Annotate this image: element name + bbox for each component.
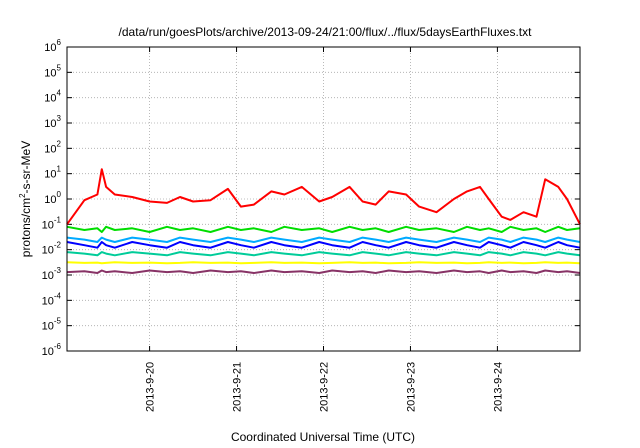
series-line-2 bbox=[66, 225, 581, 233]
y-axis-label-tail: -s-sr-MeV bbox=[19, 141, 33, 194]
y-tick-label: 10-5 bbox=[42, 317, 62, 333]
x-tick-label: 2013-9-22 bbox=[319, 362, 331, 412]
y-ticks: 10-610-510-410-310-210-11001011021031041… bbox=[42, 38, 580, 358]
y-tick-label-exp: -6 bbox=[54, 342, 62, 351]
series-line-3 bbox=[66, 236, 581, 243]
y-tick-label-base: 10 bbox=[44, 93, 56, 105]
y-tick-label: 104 bbox=[44, 89, 61, 105]
y-tick-label: 100 bbox=[44, 190, 61, 206]
y-tick-label: 10-3 bbox=[42, 266, 62, 282]
y-tick-label-base: 10 bbox=[42, 346, 54, 358]
y-tick-label-exp: -4 bbox=[54, 291, 62, 300]
y-tick-label-exp: -2 bbox=[54, 241, 62, 250]
series-line-4 bbox=[66, 241, 581, 249]
y-axis-label: protons/cm2-s-sr-MeV bbox=[18, 141, 33, 257]
y-tick-label-exp: 5 bbox=[57, 63, 62, 72]
plot-frame bbox=[66, 46, 581, 352]
y-tick-label-base: 10 bbox=[42, 295, 54, 307]
y-tick-label-base: 10 bbox=[44, 194, 56, 206]
x-tick-label: 2013-9-23 bbox=[405, 362, 417, 412]
series-lines bbox=[66, 168, 581, 274]
y-tick-label-exp: 0 bbox=[57, 190, 62, 199]
y-tick-label-base: 10 bbox=[44, 42, 56, 54]
y-tick-label-base: 10 bbox=[44, 143, 56, 155]
y-tick-label-base: 10 bbox=[44, 67, 56, 79]
y-tick-label-base: 10 bbox=[44, 169, 56, 181]
y-tick-label-exp: 1 bbox=[57, 165, 62, 174]
y-tick-label-exp: 3 bbox=[57, 114, 62, 123]
y-tick-label-base: 10 bbox=[42, 321, 54, 333]
chart-title: /data/run/goesPlots/archive/2013-09-24/2… bbox=[119, 25, 533, 39]
y-tick-label: 10-2 bbox=[42, 241, 62, 257]
x-tick-label: 2013-9-24 bbox=[492, 362, 504, 412]
y-axis-label-main: protons/cm bbox=[19, 198, 33, 257]
series-line-5 bbox=[66, 251, 581, 257]
y-tick-label-exp: -1 bbox=[54, 215, 62, 224]
series-line-1 bbox=[66, 168, 581, 225]
y-tick-label-exp: 4 bbox=[57, 89, 62, 98]
y-tick-label-base: 10 bbox=[42, 245, 54, 257]
y-tick-label: 10-4 bbox=[42, 291, 62, 307]
y-tick-label: 10-6 bbox=[42, 342, 62, 358]
y-tick-label: 102 bbox=[44, 139, 61, 155]
y-tick-label-exp: -5 bbox=[54, 317, 62, 326]
y-tick-label: 103 bbox=[44, 114, 61, 130]
x-axis-label: Coordinated Universal Time (UTC) bbox=[231, 430, 415, 444]
y-tick-label-base: 10 bbox=[42, 219, 54, 231]
series-line-6 bbox=[66, 261, 581, 265]
y-tick-label: 10-1 bbox=[42, 215, 62, 231]
y-axis-label-sup: 2 bbox=[18, 193, 27, 198]
x-tick-label: 2013-9-20 bbox=[145, 362, 157, 412]
x-ticks: 2013-9-20 2013-9-21 2013-9-22 2013-9-23 2013… bbox=[145, 47, 504, 412]
y-tick-label-exp: 6 bbox=[57, 38, 62, 47]
series-line-7 bbox=[66, 269, 581, 274]
y-tick-label-exp: -3 bbox=[54, 266, 62, 275]
y-tick-label-base: 10 bbox=[42, 270, 54, 282]
y-tick-label: 105 bbox=[44, 63, 61, 79]
x-tick-label: 2013-9-21 bbox=[232, 362, 244, 412]
y-tick-label: 101 bbox=[44, 165, 61, 181]
y-tick-label-exp: 2 bbox=[57, 139, 62, 148]
y-tick-label: 106 bbox=[44, 38, 61, 54]
y-tick-label-base: 10 bbox=[44, 118, 56, 130]
